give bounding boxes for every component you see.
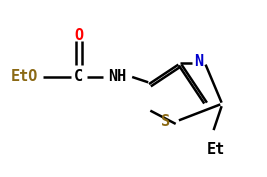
Text: Et: Et: [207, 142, 225, 157]
Text: C: C: [74, 70, 83, 84]
Text: EtO: EtO: [11, 70, 38, 84]
Text: S: S: [161, 114, 170, 129]
Text: NH: NH: [108, 70, 127, 84]
Text: N: N: [194, 54, 203, 68]
Text: O: O: [74, 28, 83, 43]
